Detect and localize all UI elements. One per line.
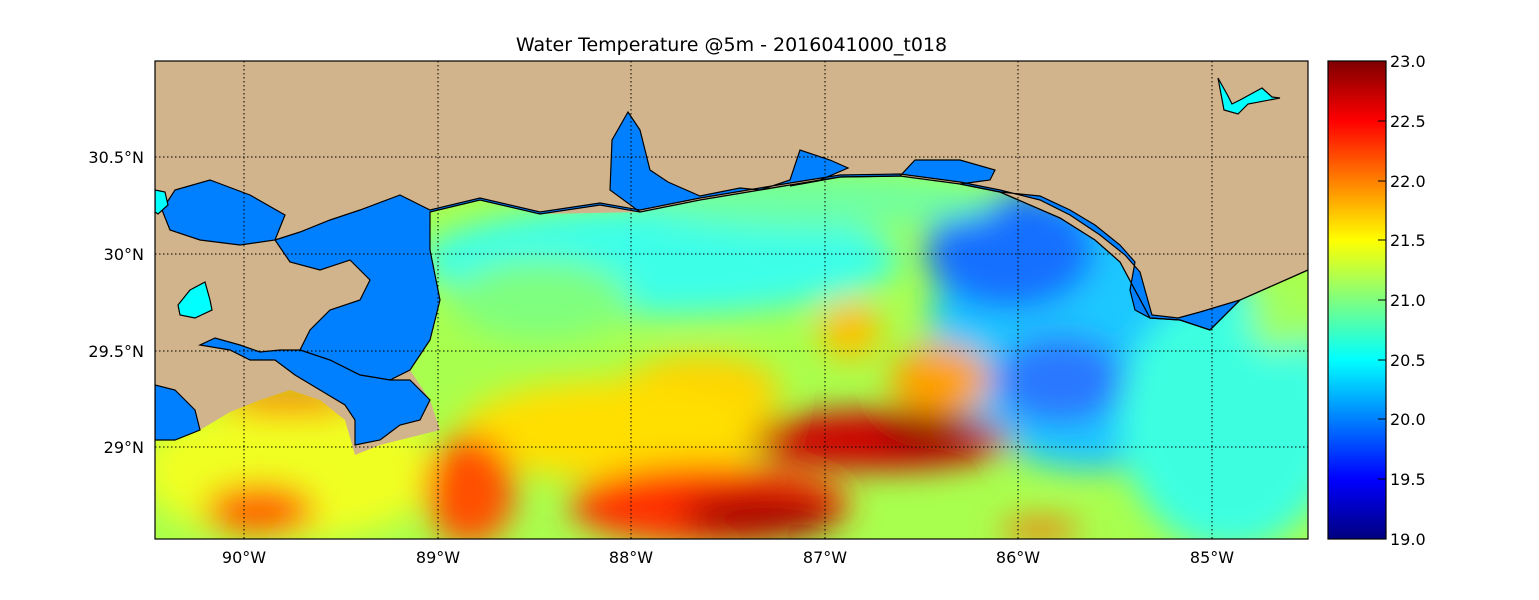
lon-tick-label: 85°W [1190,548,1234,567]
inland-water [155,110,1241,446]
colorbar-tick-label: 22.5 [1390,112,1426,131]
colorbar-gradient [1327,60,1387,540]
lon-tick-label: 88°W [609,548,653,567]
lon-tick-label: 89°W [416,548,460,567]
map-frame [154,60,1309,540]
lat-tick-labels: 30.5°N 30°N 29.5°N 29°N [88,148,144,457]
colorbar: 23.0 22.5 22.0 21.5 21.0 20.5 20.0 19.5 … [1327,52,1426,549]
lat-tick-label: 29°N [104,438,144,457]
coastline [639,175,1308,331]
colorbar-tick-label: 22.0 [1390,172,1426,191]
colorbar-tick-label: 20.5 [1390,351,1426,370]
colorbar-tick-label: 21.5 [1390,231,1426,250]
colorbar-tick-label: 23.0 [1390,52,1426,71]
colorbar-tick-label: 21.0 [1390,291,1426,310]
lon-tick-labels: 90°W 89°W 88°W 87°W 86°W 85°W [222,548,1234,567]
lon-tick-label: 90°W [222,548,266,567]
lon-tick-label: 86°W [996,548,1040,567]
lakes [155,77,1281,319]
colorbar-tick-label: 19.0 [1390,530,1426,549]
lat-tick-label: 30.5°N [88,148,144,167]
map-title: Water Temperature @5m - 2016041000_t018 [515,34,948,56]
colorbar-tick-label: 20.0 [1390,410,1426,429]
colorbar-tick-label: 19.5 [1390,470,1426,489]
lat-tick-label: 30°N [104,245,144,264]
lat-tick-label: 29.5°N [88,342,144,361]
lon-tick-label: 87°W [803,548,847,567]
graticule [155,61,1308,539]
land-mass [155,61,1308,455]
